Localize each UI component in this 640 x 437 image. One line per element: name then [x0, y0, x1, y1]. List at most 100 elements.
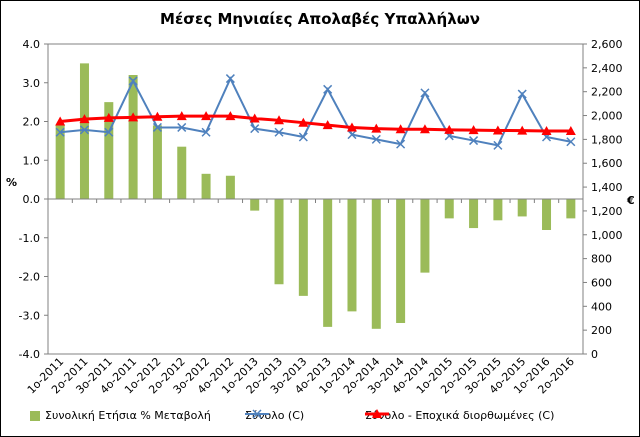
point-total: [566, 137, 576, 147]
y-right-tick-label: 0: [591, 348, 598, 361]
legend-item-seasonal: Σύνολο - Εποχικά διορθωμένες (C): [365, 409, 554, 422]
y-left-tick-label: -4.0: [19, 348, 40, 361]
point-seasonal: [225, 111, 236, 121]
bar-annual-change: [444, 199, 454, 219]
point-seasonal: [249, 113, 260, 123]
point-total: [396, 139, 406, 149]
point-seasonal: [517, 125, 528, 135]
line-seasonal: [60, 114, 571, 133]
y-left-tick-label: -2.0: [19, 271, 40, 284]
y-left-tick-label: 3.0: [23, 77, 41, 90]
point-total: [152, 122, 162, 132]
point-seasonal: [444, 124, 455, 134]
point-seasonal: [128, 112, 139, 122]
bar-annual-change: [104, 102, 114, 199]
y-right-tick-label: 2,400: [591, 62, 623, 75]
y-right-tick-label: 800: [591, 253, 612, 266]
point-total: [517, 89, 527, 99]
bar-annual-change: [250, 199, 260, 211]
y-right-tick-label: 600: [591, 276, 612, 289]
bar-annual-change: [79, 63, 89, 199]
point-seasonal: [152, 111, 163, 121]
point-seasonal: [492, 125, 503, 135]
point-total: [420, 88, 430, 98]
bar-annual-change: [128, 75, 138, 199]
y-left-tick-label: 1.0: [23, 154, 41, 167]
y-right-tick-label: 400: [591, 300, 612, 313]
point-seasonal: [322, 120, 333, 130]
point-seasonal: [79, 114, 90, 124]
point-seasonal: [201, 111, 212, 121]
y-left-tick-label: -1.0: [19, 232, 40, 245]
point-total: [79, 125, 90, 135]
bar-annual-change: [347, 199, 357, 312]
bar-annual-change: [493, 199, 503, 221]
y-right-tick-label: 1,200: [591, 205, 623, 218]
y-right-tick-label: 2,600: [591, 38, 623, 51]
bar-annual-change: [177, 146, 187, 199]
point-total: [493, 140, 503, 150]
bar-annual-change: [420, 199, 430, 273]
point-total: [274, 127, 284, 137]
point-seasonal: [371, 123, 382, 133]
bar-annual-change: [469, 199, 479, 229]
y-right-tick-label: 1,000: [591, 229, 623, 242]
legend-swatch-red-line: [365, 409, 389, 418]
point-total: [55, 127, 65, 137]
point-seasonal: [346, 122, 357, 132]
bar-annual-change: [225, 175, 235, 199]
y-left-axis-label: %: [6, 176, 17, 189]
legend-swatch-blue-line: [245, 409, 269, 419]
legend-item-total: Σύνολο (C): [245, 409, 304, 422]
point-total: [298, 132, 308, 142]
legend-label: Συνολική Ετήσια % Μεταβολή: [45, 409, 211, 422]
chart-legend: Συνολική Ετήσια % Μεταβολή Σύνολο (C) Σύ…: [30, 409, 630, 429]
bar-annual-change: [323, 199, 333, 327]
point-total: [250, 124, 260, 134]
bar-annual-change: [517, 199, 527, 217]
point-seasonal: [103, 112, 114, 122]
bar-annual-change: [201, 173, 211, 199]
point-total: [225, 74, 235, 84]
line-total: [60, 76, 572, 147]
y-right-tick-label: 200: [591, 324, 612, 337]
point-seasonal: [395, 124, 406, 134]
bar-annual-change: [152, 125, 162, 199]
bar-annual-change: [55, 125, 65, 199]
y-right-tick-label: 1,400: [591, 181, 623, 194]
point-seasonal: [55, 116, 66, 126]
point-total: [469, 136, 479, 146]
bar-annual-change: [542, 199, 552, 230]
point-seasonal: [298, 117, 309, 127]
y-left-tick-label: 4.0: [23, 38, 41, 51]
point-total: [177, 122, 187, 132]
point-total: [201, 127, 211, 137]
bar-annual-change: [371, 199, 381, 329]
chart-title: Μέσες Μηνιαίες Απολαβές Υπαλλήλων: [160, 10, 480, 28]
legend-item-annual-change: Συνολική Ετήσια % Μεταβολή: [30, 409, 211, 422]
bar-annual-change: [396, 199, 406, 323]
point-seasonal: [274, 115, 285, 125]
point-total: [371, 134, 381, 144]
y-right-axis-label: €: [626, 194, 635, 207]
bar-annual-change: [274, 199, 284, 285]
y-left-tick-label: -3.0: [19, 309, 40, 322]
point-seasonal: [176, 111, 187, 121]
y-right-tick-label: 1,800: [591, 133, 623, 146]
point-seasonal: [541, 126, 552, 136]
y-left-tick-label: 2.0: [23, 116, 41, 129]
point-total: [323, 84, 333, 94]
y-right-tick-label: 2,000: [591, 110, 623, 123]
point-seasonal: [419, 124, 430, 134]
legend-swatch-bar: [30, 410, 40, 421]
point-seasonal: [468, 125, 479, 135]
y-right-tick-label: 2,200: [591, 86, 623, 99]
point-total: [347, 130, 357, 140]
legend-label: Σύνολο - Εποχικά διορθωμένες (C): [365, 409, 555, 422]
bar-annual-change: [298, 199, 308, 296]
y-right-tick-label: 1,600: [591, 157, 623, 170]
point-total: [128, 76, 138, 86]
point-total: [104, 127, 114, 137]
bar-annual-change: [566, 199, 576, 219]
